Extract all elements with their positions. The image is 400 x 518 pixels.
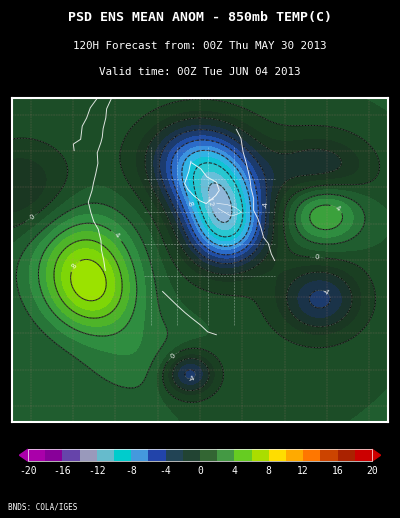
Bar bbox=[303, 449, 320, 461]
Text: 0: 0 bbox=[28, 214, 35, 221]
Text: 8: 8 bbox=[266, 466, 272, 476]
Text: 0: 0 bbox=[197, 466, 203, 476]
Bar bbox=[320, 449, 338, 461]
Text: 4: 4 bbox=[113, 232, 120, 239]
Bar bbox=[97, 449, 114, 461]
Bar bbox=[131, 449, 148, 461]
Bar bbox=[338, 449, 355, 461]
Text: -8: -8 bbox=[186, 199, 194, 208]
Bar bbox=[200, 449, 217, 461]
Bar bbox=[80, 449, 97, 461]
Bar bbox=[45, 449, 62, 461]
Text: 20: 20 bbox=[366, 466, 378, 476]
Bar bbox=[252, 449, 269, 461]
Text: PSD ENS MEAN ANOM - 850mb TEMP(C): PSD ENS MEAN ANOM - 850mb TEMP(C) bbox=[68, 11, 332, 24]
Bar bbox=[114, 449, 131, 461]
Bar bbox=[286, 449, 303, 461]
Polygon shape bbox=[372, 449, 380, 461]
Bar bbox=[234, 449, 252, 461]
Text: Valid time: 00Z Tue JUN 04 2013: Valid time: 00Z Tue JUN 04 2013 bbox=[99, 67, 301, 77]
Text: 16: 16 bbox=[332, 466, 344, 476]
Text: 4: 4 bbox=[232, 466, 237, 476]
Bar bbox=[62, 449, 80, 461]
Bar bbox=[355, 449, 372, 461]
Text: -4: -4 bbox=[263, 201, 269, 208]
Text: -4: -4 bbox=[188, 374, 197, 382]
Polygon shape bbox=[20, 449, 28, 461]
Text: -16: -16 bbox=[54, 466, 71, 476]
Bar bbox=[217, 449, 234, 461]
Text: 0: 0 bbox=[170, 352, 177, 359]
Text: 12: 12 bbox=[297, 466, 309, 476]
Text: -12: -12 bbox=[88, 466, 106, 476]
Text: -4: -4 bbox=[160, 466, 172, 476]
Text: 4: 4 bbox=[334, 205, 340, 212]
Text: 8: 8 bbox=[71, 262, 78, 269]
Bar bbox=[28, 449, 45, 461]
Text: -12: -12 bbox=[205, 195, 214, 208]
Bar bbox=[183, 449, 200, 461]
Bar bbox=[269, 449, 286, 461]
Text: 120H Forecast from: 00Z Thu MAY 30 2013: 120H Forecast from: 00Z Thu MAY 30 2013 bbox=[73, 41, 327, 51]
Bar bbox=[166, 449, 183, 461]
Text: BNDS: COLA/IGES: BNDS: COLA/IGES bbox=[8, 502, 77, 511]
Text: -8: -8 bbox=[125, 466, 137, 476]
Text: -20: -20 bbox=[19, 466, 37, 476]
Text: -4: -4 bbox=[321, 287, 330, 296]
Text: 0: 0 bbox=[315, 254, 320, 261]
Bar bbox=[148, 449, 166, 461]
